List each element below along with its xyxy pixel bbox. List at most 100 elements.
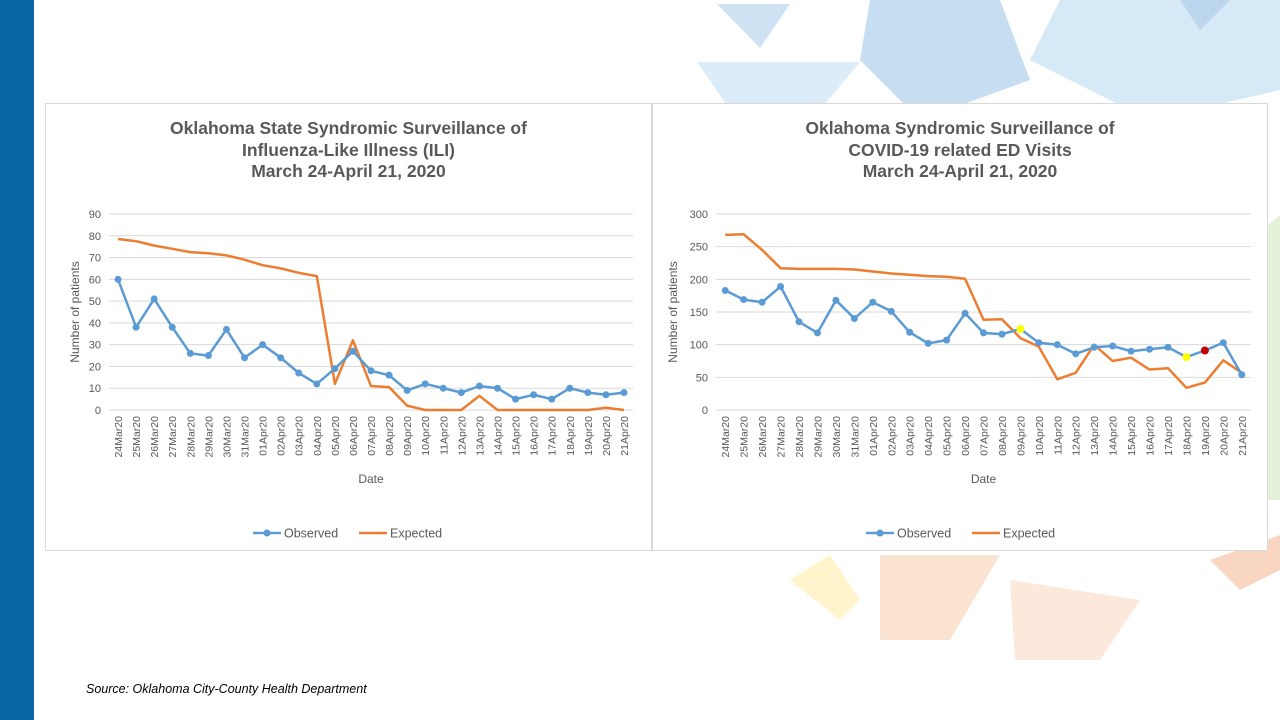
- covid-observed-point: [869, 298, 877, 306]
- covid-observed-point: [832, 296, 840, 304]
- covid-x-axis-title: Date: [971, 472, 997, 486]
- decor-blue-shape-4: [697, 62, 860, 110]
- ili-observed-point: [421, 380, 429, 388]
- ili-y-tick-label: 90: [89, 209, 101, 221]
- ili-x-tick-label: 01Apr20: [258, 416, 270, 456]
- ili-x-tick-label: 04Apr20: [312, 416, 324, 456]
- ili-observed-point: [548, 395, 556, 403]
- covid-line-chart: 0 50 100 150 200 250 300 24Mar20 25Mar20 26Mar20 2…: [666, 209, 1251, 541]
- ili-y-tick-label: 80: [89, 231, 101, 243]
- covid-y-tick-label: 250: [690, 242, 708, 254]
- ili-x-tick-label: 08Apr20: [384, 416, 396, 456]
- covid-x-tick-label: 25Mar20: [739, 416, 751, 458]
- covid-chart-title: Oklahoma Syndromic Surveillance of COVID…: [653, 118, 1267, 183]
- ili-observed-point: [457, 389, 465, 397]
- covid-y-tick-label: 150: [690, 307, 708, 319]
- decor-blue-shape-2: [860, 0, 1030, 120]
- ili-observed-point: [277, 354, 285, 362]
- ili-observed-point: [584, 389, 592, 397]
- decor-blue-shape-1: [717, 4, 790, 48]
- ili-x-tick-label: 03Apr20: [294, 416, 306, 456]
- ili-observed-line: [116, 278, 625, 401]
- decor-green-shape: [1268, 215, 1280, 500]
- ili-y-tick-label: 60: [89, 274, 101, 286]
- ili-observed-point: [512, 395, 520, 403]
- ili-observed-point: [168, 323, 176, 331]
- ili-x-tick-label: 11Apr20: [438, 416, 450, 455]
- ili-observed-point: [349, 347, 357, 355]
- covid-legend-observed-label: Observed: [897, 527, 951, 541]
- ili-x-tick-label: 13Apr20: [474, 416, 486, 456]
- covid-x-tick-label: 14Apr20: [1108, 416, 1120, 456]
- covid-x-tick-label: 28Mar20: [794, 416, 806, 458]
- covid-x-tick-label: 19Apr20: [1200, 416, 1212, 456]
- ili-x-axis-title: Date: [358, 472, 384, 486]
- ili-observed-point: [259, 341, 267, 349]
- ili-chart-title: Oklahoma State Syndromic Surveillance of…: [46, 118, 651, 183]
- covid-observed-point: [777, 283, 785, 291]
- ili-legend-observed-label: Observed: [284, 527, 338, 541]
- left-accent-bar: [0, 0, 34, 720]
- ili-observed-point: [439, 384, 447, 392]
- covid-observed-point: [906, 328, 914, 336]
- covid-x-tick-label: 09Apr20: [1015, 416, 1027, 456]
- covid-x-tick-label: 15Apr20: [1126, 416, 1138, 456]
- decor-yellow-shape: [790, 555, 860, 620]
- covid-observed-point: [1090, 343, 1098, 351]
- covid-highlight-point: [1182, 353, 1191, 362]
- covid-observed-point: [795, 318, 803, 326]
- ili-y-tick-label: 30: [89, 340, 101, 352]
- ili-observed-point: [403, 386, 411, 394]
- covid-x-tick-label: 18Apr20: [1181, 416, 1193, 456]
- covid-highlight-point: [1016, 324, 1025, 333]
- ili-observed-point: [222, 325, 230, 333]
- covid-title-line-2: COVID-19 related ED Visits: [848, 139, 1072, 160]
- ili-observed-point: [132, 323, 140, 331]
- source-note: Source: Oklahoma City-County Health Depa…: [86, 682, 367, 696]
- ili-observed-point: [204, 352, 212, 360]
- covid-chart-panel: Oklahoma Syndromic Surveillance of COVID…: [652, 103, 1268, 551]
- covid-observed-point: [740, 296, 748, 304]
- ili-x-tick-label: 14Apr20: [492, 416, 504, 456]
- covid-x-tick-label: 03Apr20: [905, 416, 917, 456]
- ili-x-tick-label: 30Mar20: [221, 416, 233, 458]
- ili-observed-point: [602, 391, 610, 399]
- covid-x-tick-label: 10Apr20: [1034, 416, 1046, 456]
- ili-x-tick-label: 16Apr20: [529, 416, 541, 456]
- covid-x-tick-label: 06Apr20: [960, 416, 972, 456]
- covid-y-tick-label: 300: [690, 209, 708, 221]
- ili-y-tick-label: 70: [89, 253, 101, 265]
- covid-y-tick-label: 0: [702, 405, 708, 417]
- decor-orange-shape-2: [1010, 580, 1140, 660]
- covid-x-tick-label: 31Mar20: [849, 416, 861, 458]
- covid-highlight-point: [1200, 346, 1209, 355]
- ili-x-tick-label: 07Apr20: [366, 416, 378, 456]
- ili-x-tick-label: 06Apr20: [348, 416, 360, 456]
- covid-observed-point: [998, 330, 1006, 338]
- ili-x-tick-label: 27Mar20: [167, 416, 179, 458]
- covid-y-tick-label: 200: [690, 274, 708, 286]
- ili-observed-point: [331, 365, 339, 373]
- ili-observed-point: [241, 354, 249, 362]
- ili-x-tick-label: 02Apr20: [276, 416, 288, 456]
- ili-x-tick-label: 05Apr20: [330, 416, 342, 456]
- covid-observed-point: [1053, 341, 1061, 349]
- covid-x-tick-label: 04Apr20: [923, 416, 935, 456]
- covid-y-tick-label: 100: [690, 340, 708, 352]
- covid-observed-point: [1072, 350, 1080, 358]
- decor-blue-shape-5: [1180, 0, 1230, 30]
- decor-orange-shape-1: [880, 555, 1000, 640]
- ili-y-tick-label: 40: [89, 318, 101, 330]
- ili-chart-panel: Oklahoma State Syndromic Surveillance of…: [45, 103, 652, 551]
- ili-y-axis-title: Number of patients: [68, 261, 82, 362]
- ili-x-tick-label: 15Apr20: [511, 416, 523, 456]
- covid-observed-point: [1219, 339, 1227, 347]
- ili-x-tick-label: 09Apr20: [402, 416, 414, 456]
- ili-x-tick-label: 20Apr20: [601, 416, 613, 456]
- ili-title-line-1: Oklahoma State Syndromic Surveillance of: [170, 118, 527, 138]
- ili-x-tick-label: 25Mar20: [131, 416, 143, 458]
- ili-observed-point: [186, 349, 194, 357]
- covid-observed-point: [961, 309, 969, 317]
- covid-observed-point: [1238, 371, 1246, 379]
